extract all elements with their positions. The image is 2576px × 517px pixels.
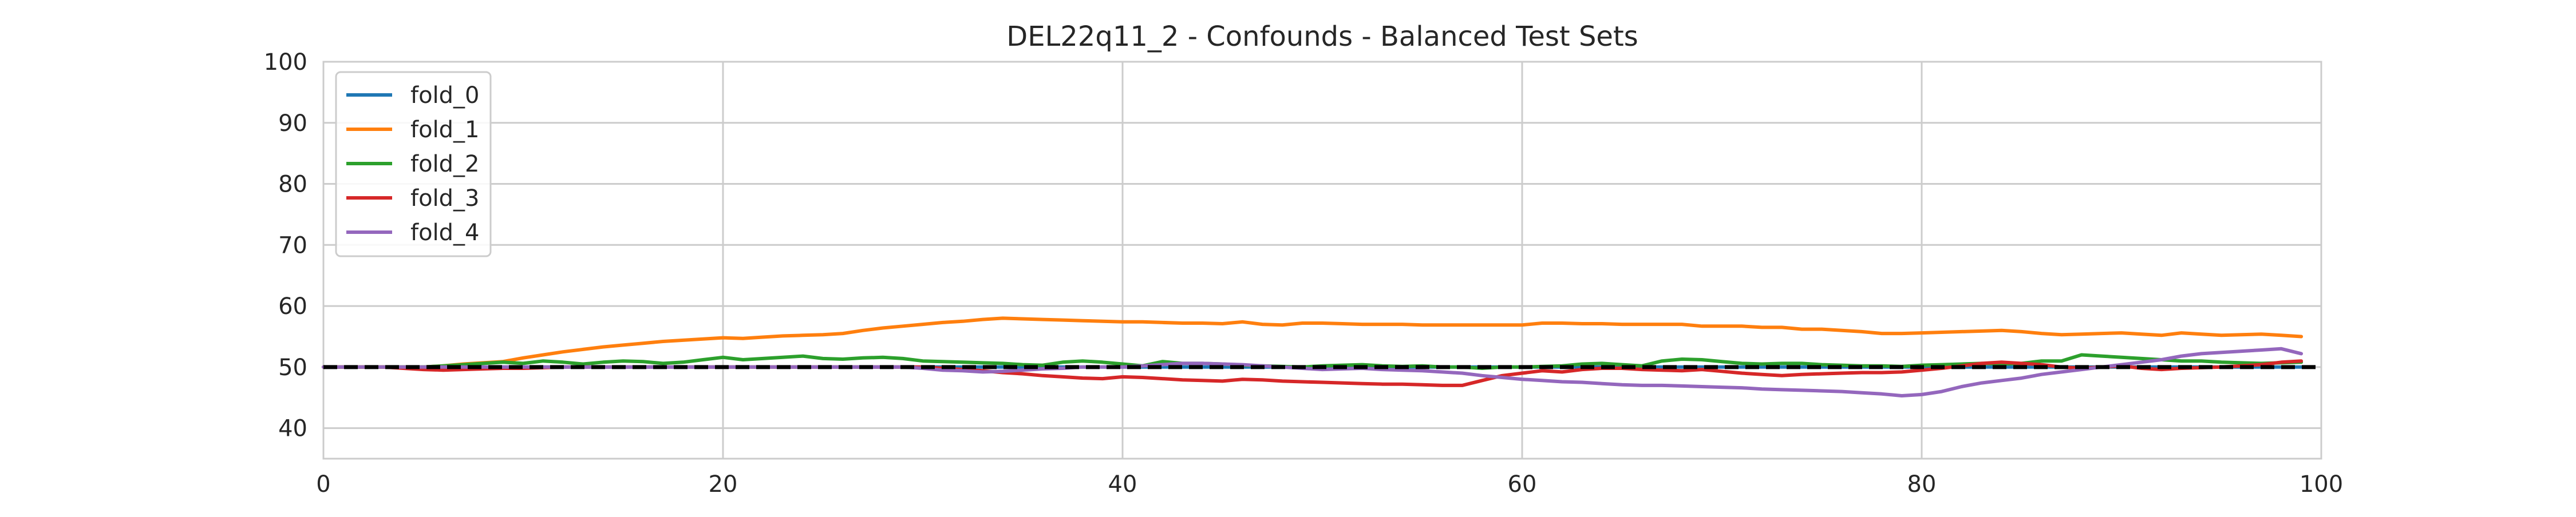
series-group — [322, 316, 2304, 397]
legend-label-fold_4: fold_4 — [410, 220, 480, 246]
legend: fold_0 fold_1 fold_2 fold_3 fold_4 — [335, 71, 492, 257]
y-tick-label: 70 — [278, 232, 307, 258]
y-tick-label: 100 — [264, 49, 307, 75]
legend-label-fold_0: fold_0 — [410, 82, 480, 109]
x-tick-label: 0 — [316, 471, 330, 498]
legend-label-fold_1: fold_1 — [410, 117, 480, 143]
tick-labels: 0 20 40 60 80 100 40 50 60 70 80 90 100 — [264, 49, 2344, 498]
x-tick-label: 20 — [709, 471, 738, 498]
plot-frame — [322, 61, 2322, 460]
y-tick-label: 40 — [278, 416, 307, 442]
x-tick-label: 60 — [1508, 471, 1537, 498]
y-tick-label: 90 — [278, 110, 307, 137]
legend-label-fold_2: fold_2 — [410, 151, 480, 177]
x-tick-label: 100 — [2300, 471, 2343, 498]
x-tick-label: 40 — [1108, 471, 1137, 498]
plot-area — [323, 62, 2321, 459]
series-line-fold_4 — [322, 347, 2304, 397]
series-line-fold_1 — [322, 316, 2304, 369]
chart-title: DEL22q11_2 - Confounds - Balanced Test S… — [1006, 21, 1638, 53]
y-tick-label: 60 — [278, 293, 307, 320]
y-tick-label: 50 — [278, 355, 307, 381]
y-tick-label: 80 — [278, 172, 307, 198]
legend-label-fold_3: fold_3 — [410, 185, 480, 212]
legend-box — [335, 71, 492, 257]
x-tick-label: 80 — [1907, 471, 1937, 498]
